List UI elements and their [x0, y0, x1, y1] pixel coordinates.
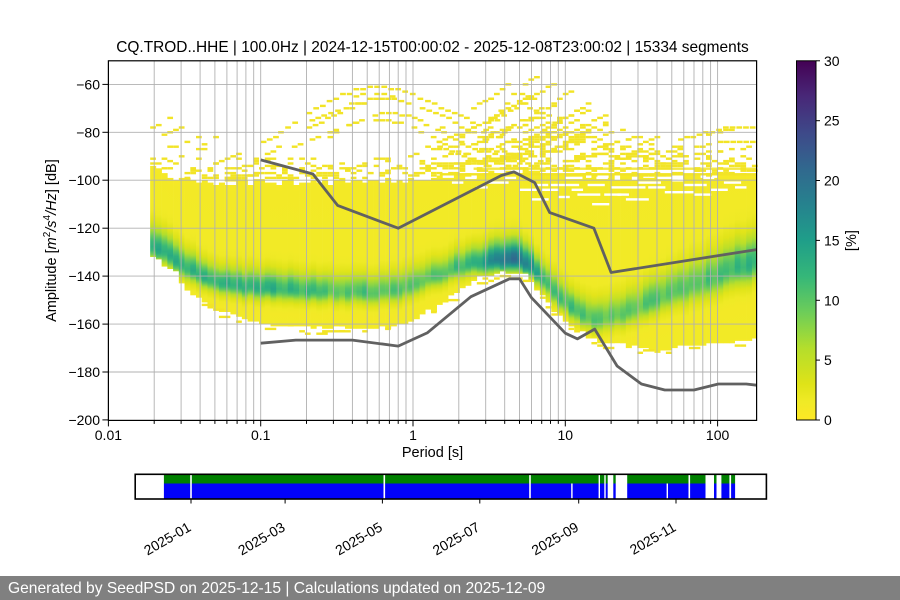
svg-text:Period [s]: Period [s] [402, 445, 463, 461]
svg-text:5: 5 [824, 352, 832, 368]
svg-text:CQ.TROD..HHE | 100.0Hz | 2024-: CQ.TROD..HHE | 100.0Hz | 2024-12-15T00:0… [116, 39, 749, 56]
svg-text:[%]: [%] [844, 230, 860, 251]
svg-text:100: 100 [706, 427, 730, 443]
svg-text:−120: −120 [68, 220, 100, 236]
svg-text:10: 10 [824, 292, 840, 308]
svg-text:−200: −200 [68, 412, 100, 428]
svg-text:15: 15 [824, 232, 840, 248]
svg-text:−60: −60 [76, 76, 100, 92]
svg-text:0: 0 [824, 412, 832, 428]
svg-text:−160: −160 [68, 316, 100, 332]
svg-text:20: 20 [824, 173, 840, 189]
svg-text:−100: −100 [68, 172, 100, 188]
svg-text:0.1: 0.1 [251, 427, 271, 443]
svg-text:25: 25 [824, 113, 840, 129]
svg-text:Generated by SeedPSD on 2025-1: Generated by SeedPSD on 2025-12-15 | Cal… [8, 580, 545, 597]
svg-text:Amplitude [m2/s4/Hz] [dB]: Amplitude [m2/s4/Hz] [dB] [42, 159, 60, 322]
svg-text:−140: −140 [68, 268, 100, 284]
svg-text:10: 10 [558, 427, 574, 443]
svg-text:0.01: 0.01 [95, 427, 122, 443]
svg-text:30: 30 [824, 53, 840, 69]
svg-text:−180: −180 [68, 364, 100, 380]
svg-text:1: 1 [409, 427, 417, 443]
svg-text:−80: −80 [76, 124, 100, 140]
